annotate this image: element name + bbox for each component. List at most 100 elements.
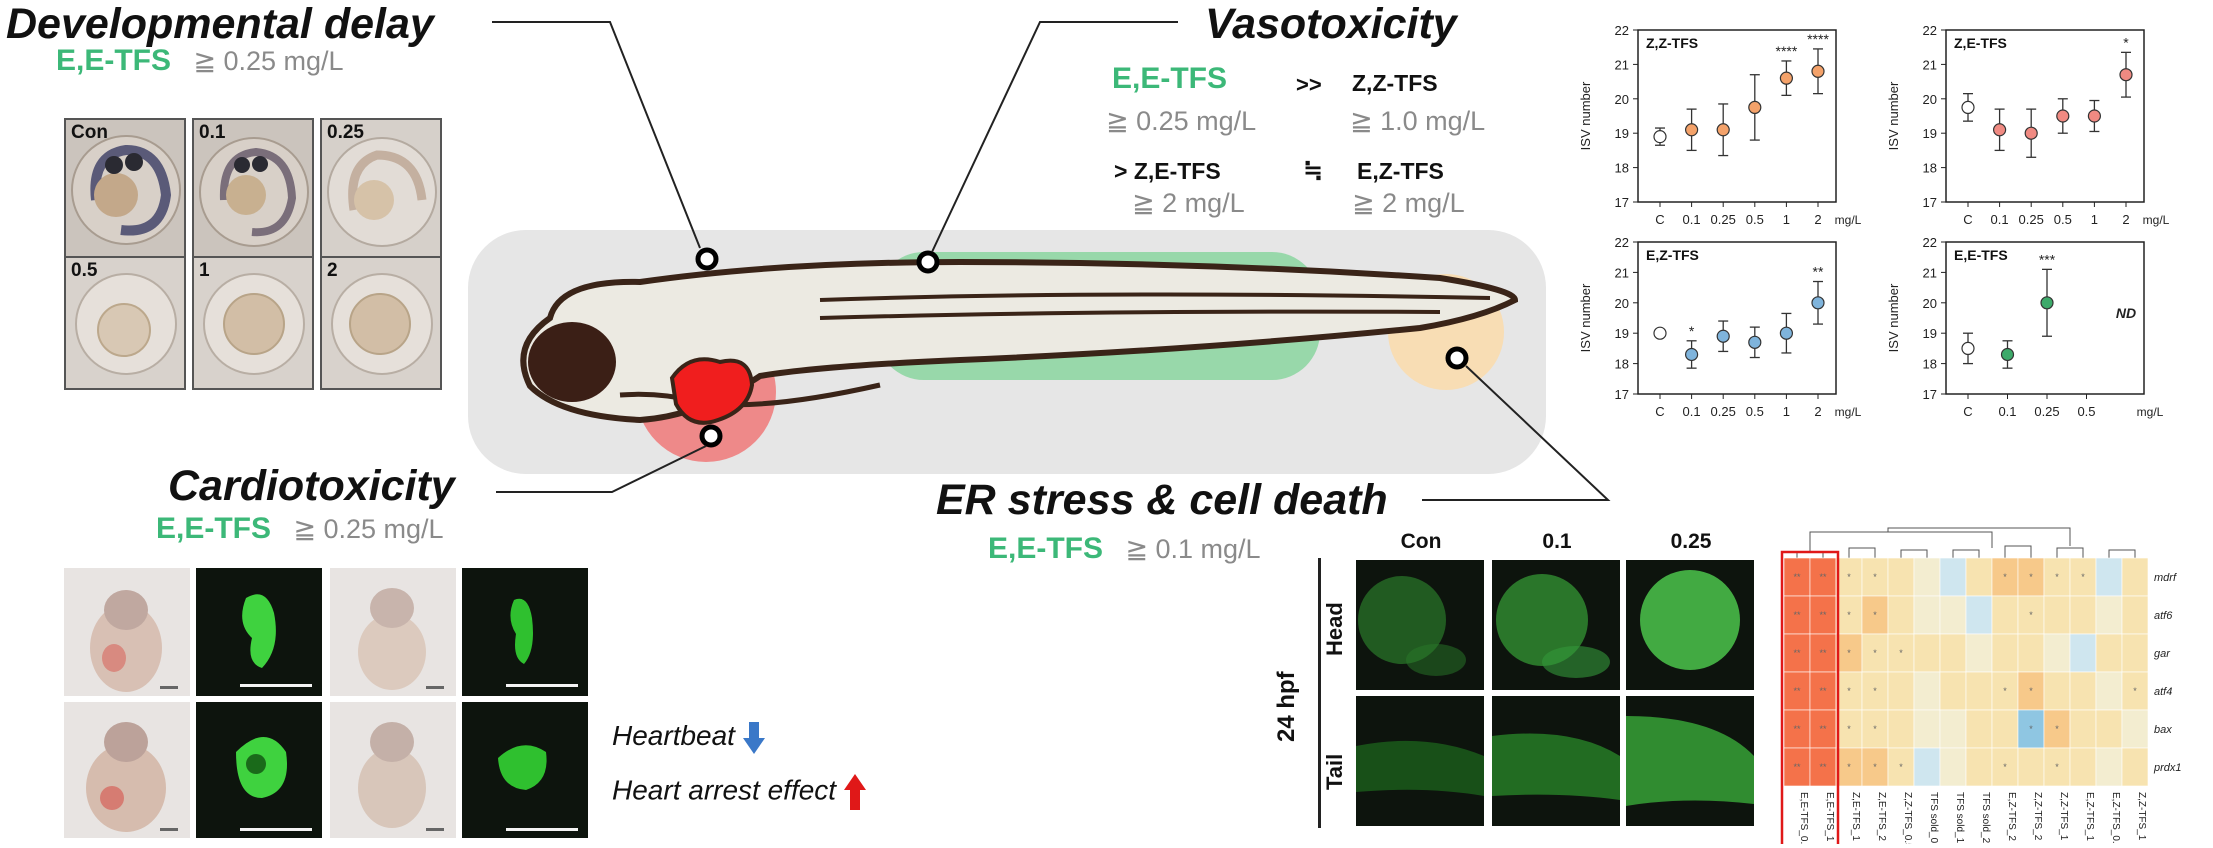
heartbeat-label: Heartbeat bbox=[612, 720, 735, 751]
notochord-upper bbox=[819, 292, 1491, 302]
embryo-0-1-image bbox=[199, 137, 309, 247]
x-unit-label: mg/L bbox=[1835, 213, 1862, 227]
cardio-compound: E,E-TFS bbox=[156, 512, 272, 545]
heatmap-cell bbox=[1861, 557, 1889, 597]
highlight-box bbox=[1780, 550, 1840, 844]
heatmap-significance: * bbox=[1873, 686, 1877, 696]
y-tick-label: 18 bbox=[1615, 357, 1629, 372]
heatmap-significance: ** bbox=[1793, 648, 1801, 658]
heatmap-cell bbox=[2043, 671, 2071, 711]
embryo-label-con: Con bbox=[71, 122, 108, 143]
heatmap-significance: ** bbox=[1819, 610, 1827, 620]
y-tick-label: 19 bbox=[1615, 126, 1629, 141]
heatmap-column-label: Z,E-TFS_1 bbox=[1850, 792, 1861, 841]
x-tick-label: C bbox=[1655, 212, 1664, 227]
embryo-1-image bbox=[203, 273, 305, 375]
heatmap-cell bbox=[1861, 747, 1889, 787]
heatmap-significance: * bbox=[2003, 572, 2007, 582]
x-tick-label: 0.1 bbox=[1683, 404, 1701, 419]
leader-vasotoxicity bbox=[931, 21, 1178, 253]
data-point bbox=[1685, 347, 1699, 362]
data-point bbox=[2119, 68, 2133, 82]
data-point bbox=[1748, 100, 1762, 115]
heatmap-cell bbox=[1835, 595, 1863, 635]
larva-body bbox=[520, 258, 1519, 424]
x-tick-label: 2 bbox=[1814, 212, 1821, 227]
heatmap-row-label: gar bbox=[2154, 648, 2171, 660]
vaso-value-b: ≧ 1.0 mg/L bbox=[1350, 106, 1486, 136]
data-point bbox=[2056, 109, 2070, 123]
y-tick-label: 19 bbox=[1923, 326, 1937, 341]
heatmap-significance: ** bbox=[1819, 724, 1827, 734]
heart-brightfield-2 bbox=[330, 568, 456, 696]
embryo-panel-2: 2 bbox=[320, 256, 442, 390]
y-tick-label: 18 bbox=[1923, 357, 1937, 372]
heatmap-cell bbox=[2069, 557, 2097, 597]
er-row-head: Head bbox=[1322, 602, 1347, 656]
heatmap-row-label: atf4 bbox=[2154, 686, 2172, 698]
y-tick-label: 22 bbox=[1615, 235, 1629, 250]
y-tick-label: 17 bbox=[1923, 195, 1937, 210]
y-axis-label: ISV number bbox=[1886, 81, 1901, 150]
heatmap-cell bbox=[1861, 595, 1889, 635]
scalebar bbox=[160, 828, 178, 831]
er-head-0-1 bbox=[1492, 560, 1620, 690]
heatmap-cell bbox=[1887, 595, 1915, 635]
heatmap-cell bbox=[2069, 747, 2097, 787]
er-stress-heading: ER stress & cell death bbox=[936, 476, 1388, 524]
heatmap-column-label: Z,Z-TFS_1 bbox=[2058, 792, 2069, 841]
heatmap-cell bbox=[2043, 633, 2071, 673]
x-tick-label: 0.25 bbox=[2034, 404, 2059, 419]
x-tick-label: 0.5 bbox=[1746, 212, 1764, 227]
vaso-value-d: ≧ 2 mg/L bbox=[1352, 188, 1465, 218]
heatmap-cell bbox=[1809, 633, 1837, 673]
heatmap-cell bbox=[1939, 633, 1967, 673]
data-point bbox=[1961, 100, 1975, 115]
heatmap-significance: * bbox=[2029, 610, 2033, 620]
heatmap-significance: * bbox=[1899, 762, 1903, 772]
heatmap-significance: * bbox=[2055, 762, 2059, 772]
marker-developmental bbox=[695, 247, 719, 271]
x-tick-label: 1 bbox=[1783, 404, 1790, 419]
heatmap-significance: * bbox=[1873, 724, 1877, 734]
heatmap-cell bbox=[2017, 557, 2045, 597]
y-axis-label: ISV number bbox=[1886, 283, 1901, 352]
y-tick-label: 21 bbox=[1615, 265, 1629, 280]
y-tick-label: 18 bbox=[1923, 161, 1937, 176]
scalebar bbox=[240, 828, 312, 831]
embryo-panel-0-1: 0.1 bbox=[192, 118, 314, 260]
significance-label: *** bbox=[2039, 251, 2056, 267]
developmental-delay-heading: Developmental delay bbox=[6, 0, 434, 48]
heatmap-row-label: mdrf bbox=[2154, 572, 2177, 584]
data-point bbox=[1716, 123, 1730, 137]
heatmap-column-label: E,Z-TFS_2 bbox=[2006, 792, 2017, 841]
vaso-compound-b: Z,Z-TFS bbox=[1352, 70, 1438, 96]
vaso-value-a: ≧ 0.25 mg/L bbox=[1106, 106, 1257, 136]
heart-fluor-2 bbox=[462, 568, 588, 696]
embryo-2-image bbox=[331, 273, 433, 375]
heatmap-column-label: E,Z-TFS_0.5 bbox=[2110, 792, 2121, 844]
heatmap-significance: ** bbox=[1793, 610, 1801, 620]
arrow-up-icon bbox=[843, 774, 866, 810]
embryo-label-1: 1 bbox=[199, 260, 210, 281]
heatmap-cell bbox=[2121, 595, 2149, 635]
heatmap-cell bbox=[1913, 595, 1941, 635]
heatmap-cell bbox=[2043, 747, 2071, 787]
heatmap-cell bbox=[2095, 709, 2123, 749]
heatmap-significance: * bbox=[1873, 572, 1877, 582]
x-tick-label: C bbox=[1655, 404, 1664, 419]
significance-label: **** bbox=[1807, 31, 1829, 47]
data-point bbox=[2024, 126, 2038, 140]
heatmap-significance: ** bbox=[1793, 762, 1801, 772]
data-point bbox=[2087, 109, 2101, 123]
heatmap-significance: * bbox=[1847, 762, 1851, 772]
er-row-tail: Tail bbox=[1322, 753, 1347, 790]
leader-er-stress bbox=[1422, 365, 1611, 501]
heatmap-cell bbox=[1991, 633, 2019, 673]
vaso-compound-a: E,E-TFS bbox=[1112, 62, 1228, 95]
heatmap-cell bbox=[1991, 671, 2019, 711]
heatmap-significance: * bbox=[2029, 572, 2033, 582]
significance-label: **** bbox=[1776, 43, 1798, 59]
heatmap-significance: * bbox=[2003, 686, 2007, 696]
heatmap-cell bbox=[1965, 557, 1993, 597]
